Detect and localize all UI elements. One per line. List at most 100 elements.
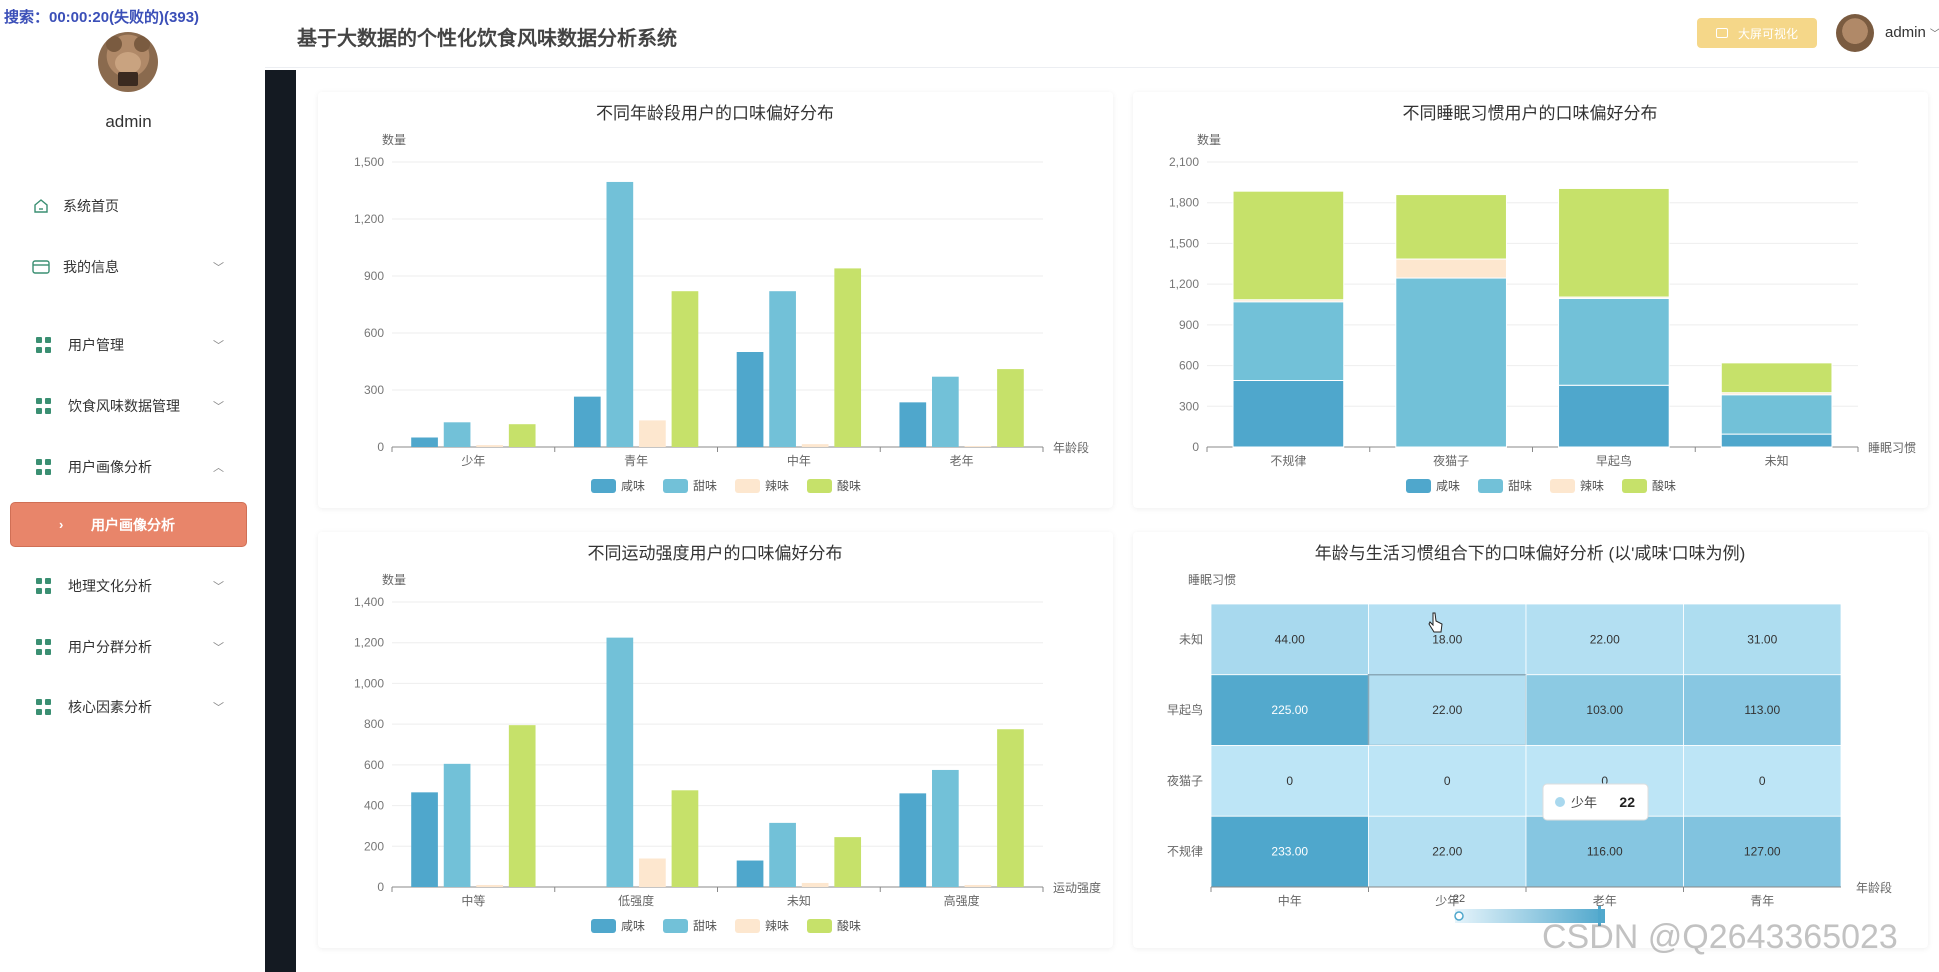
cell-label: 0 [1759,774,1766,788]
bar [639,420,666,447]
chevron-down-icon: ﹀ [213,642,224,654]
x-axis-label: 运动强度 [1053,880,1101,895]
heatmap-cell [1368,815,1527,888]
x-tick-label: 中年 [1278,893,1302,908]
y-tick-label: 600 [364,758,384,772]
heatmap-cell [1210,745,1369,817]
legend-swatch [735,479,760,493]
sidebar-item-label: 我的信息 [63,259,119,275]
bigscreen-button[interactable]: 大屏可视化 [1697,18,1817,48]
bar [411,437,438,447]
cell-label: 113.00 [1744,703,1780,717]
bar [1558,187,1670,298]
bar [932,376,959,447]
y-tick-label: 夜猫子 [1167,773,1203,788]
y-axis-label: 数量 [1197,132,1221,147]
bar [1720,433,1833,448]
sidebar-item-label: 用户画像分析 [68,459,152,475]
sidebar-item-geo-culture-analysis[interactable]: 地理文化分析 ﹀ [0,566,257,606]
cell-label: 116.00 [1587,845,1623,859]
y-tick-label: 2,100 [1169,155,1199,169]
bar [606,637,634,887]
chart-title: 不同年龄段用户的口味偏好分布 [596,104,834,123]
y-tick-label: 早起鸟 [1167,702,1203,717]
bar [606,181,634,447]
legend-label: 咸味 [621,919,645,933]
legend-label: 酸味 [837,918,861,933]
x-axis-label: 年龄段 [1053,440,1089,455]
grid-icon [36,398,52,414]
cell-label: 0 [1444,774,1451,788]
x-tick-label: 少年 [1435,894,1459,908]
heatmap-cell [1210,674,1369,746]
chevron-down-icon: ﹀ [213,340,224,352]
header-avatar[interactable] [1836,14,1874,52]
heatmap-cell [1525,674,1684,746]
tooltip-name: 少年 [1571,795,1597,810]
heatmap-cell [1368,745,1527,817]
legend-label: 甜味 [693,919,717,933]
sidebar-subitem-user-profile-analysis[interactable]: › 用户画像分析 [10,502,247,547]
bar [508,725,536,887]
x-tick-label: 中等 [461,893,485,908]
tooltip-value: 22 [1619,794,1635,810]
legend-label: 酸味 [1652,478,1676,493]
y-tick-label: 0 [1192,440,1199,454]
user-menu[interactable]: admin ﹀ [1885,24,1939,41]
y-tick-label: 1,200 [1169,277,1199,291]
x-axis-label: 睡眠习惯 [1868,440,1916,455]
legend-swatch [735,919,760,933]
cell-label: 22.00 [1432,845,1462,859]
bar [769,822,796,887]
sidebar-username: admin [105,112,152,131]
sidebar-item-label: 系统首页 [63,198,119,214]
chevron-down-icon: ﹀ [213,401,224,413]
sidebar-item-user-profile-analysis[interactable]: 用户画像分析 ︿ [0,447,257,487]
visual-map-bar [1455,909,1605,923]
sidebar-item-core-factor-analysis[interactable]: 核心因素分析 ﹀ [0,687,257,727]
chart-panel-sleep-taste: 不同睡眠习惯用户的口味偏好分布 数量 睡眠习惯 0 300 600 900 1,200 1,50… [1133,92,1928,508]
y-axis-label: 数量 [382,132,406,147]
sidebar-item-flavor-data-management[interactable]: 饮食风味数据管理 ﹀ [0,386,257,426]
sidebar-item-my-info[interactable]: 我的信息 ﹀ [0,247,257,287]
sidebar-item-user-management[interactable]: 用户管理 ﹀ [0,325,257,365]
cell-label: 0 [1601,774,1608,788]
bar [899,793,927,887]
x-tick-label: 少年 [461,454,485,468]
sidebar-item-label: 核心因素分析 [68,699,152,715]
x-tick-label: 未知 [787,894,811,908]
legend-label: 辣味 [1580,479,1604,493]
legend-label: 辣味 [765,479,789,493]
tooltip-marker [1555,797,1565,807]
x-tick-label: 早起鸟 [1596,453,1632,468]
bar [1232,301,1345,382]
bar [1558,297,1670,386]
bar [1232,380,1345,448]
sidebar-item-home[interactable]: 系统首页 [0,186,257,226]
home-icon [33,198,49,214]
x-tick-label: 老年 [1593,894,1617,908]
sidebar-item-user-segmentation[interactable]: 用户分群分析 ﹀ [0,627,257,667]
avatar[interactable] [98,32,158,92]
chart-title: 不同运动强度用户的口味偏好分布 [588,544,843,563]
bar [964,884,992,887]
chevron-down-icon: ﹀ [213,262,224,274]
bar [801,444,829,447]
y-tick-label: 1,500 [1169,236,1199,250]
bar [736,352,764,447]
bar [769,291,796,447]
bar [1395,258,1507,279]
y-tick-label: 200 [364,839,384,853]
legend-swatch [1406,479,1431,493]
legend-swatch [591,479,616,493]
cell-label: 44.00 [1275,632,1305,646]
bar [508,424,536,447]
bar [997,369,1024,447]
sidebar-item-label: 地理文化分析 [68,578,152,594]
y-tick-label: 0 [377,880,384,894]
tooltip-box [1542,783,1649,821]
heatmap-cell [1525,815,1684,888]
legend-swatch [1550,479,1575,493]
sidebar: admin 系统首页 我的信息 ﹀ 用户管理 ﹀ 饮食风味数据管理 ﹀ 用户画像… [0,0,265,972]
bar [834,268,862,447]
